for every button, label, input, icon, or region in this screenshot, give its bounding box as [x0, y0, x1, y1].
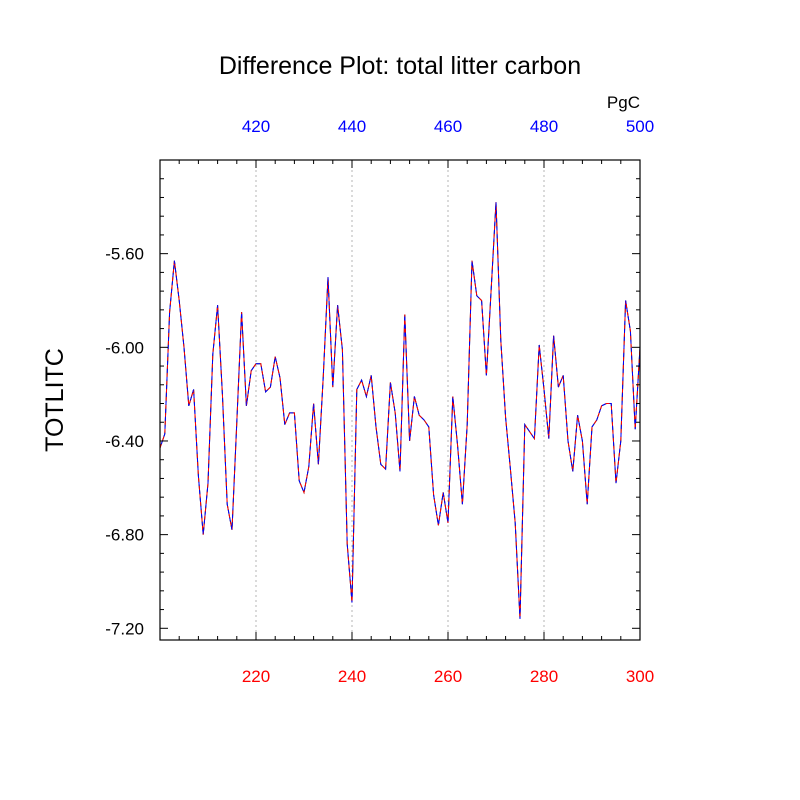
y-tick-label: -6.80	[105, 526, 144, 545]
grid-lines	[255, 160, 545, 640]
y-tick-label: -7.20	[105, 619, 144, 638]
x-bottom-tick-label: 260	[434, 667, 462, 686]
chart-title: Difference Plot: total litter carbon	[219, 52, 581, 80]
x-bottom-tick-label: 240	[338, 667, 366, 686]
series-line-blue	[159, 202, 641, 619]
x-top-tick-label: 420	[242, 117, 270, 136]
y-axis-label: TOTLITC	[41, 348, 69, 452]
x-top-tick-label: 440	[338, 117, 366, 136]
plot-frame	[159, 159, 641, 641]
series-line-red	[159, 202, 641, 619]
y-tick-label: -6.00	[105, 338, 144, 357]
x-top-tick-label: 500	[626, 117, 654, 136]
axis-ticks	[159, 159, 641, 640]
x-bottom-tick-label: 300	[626, 667, 654, 686]
tick-labels: 220 240 260 280 300 420 440 460 480 500 -5.60 -6.00…	[105, 117, 654, 686]
x-top-tick-label: 460	[434, 117, 462, 136]
x-bottom-tick-label: 220	[242, 667, 270, 686]
units-label: PgC	[607, 93, 640, 112]
x-bottom-tick-label: 280	[530, 667, 558, 686]
y-tick-label: -6.40	[105, 432, 144, 451]
y-tick-label: -5.60	[105, 245, 144, 264]
series-line-black	[159, 202, 641, 619]
x-top-tick-label: 480	[530, 117, 558, 136]
series-lines	[159, 202, 641, 619]
